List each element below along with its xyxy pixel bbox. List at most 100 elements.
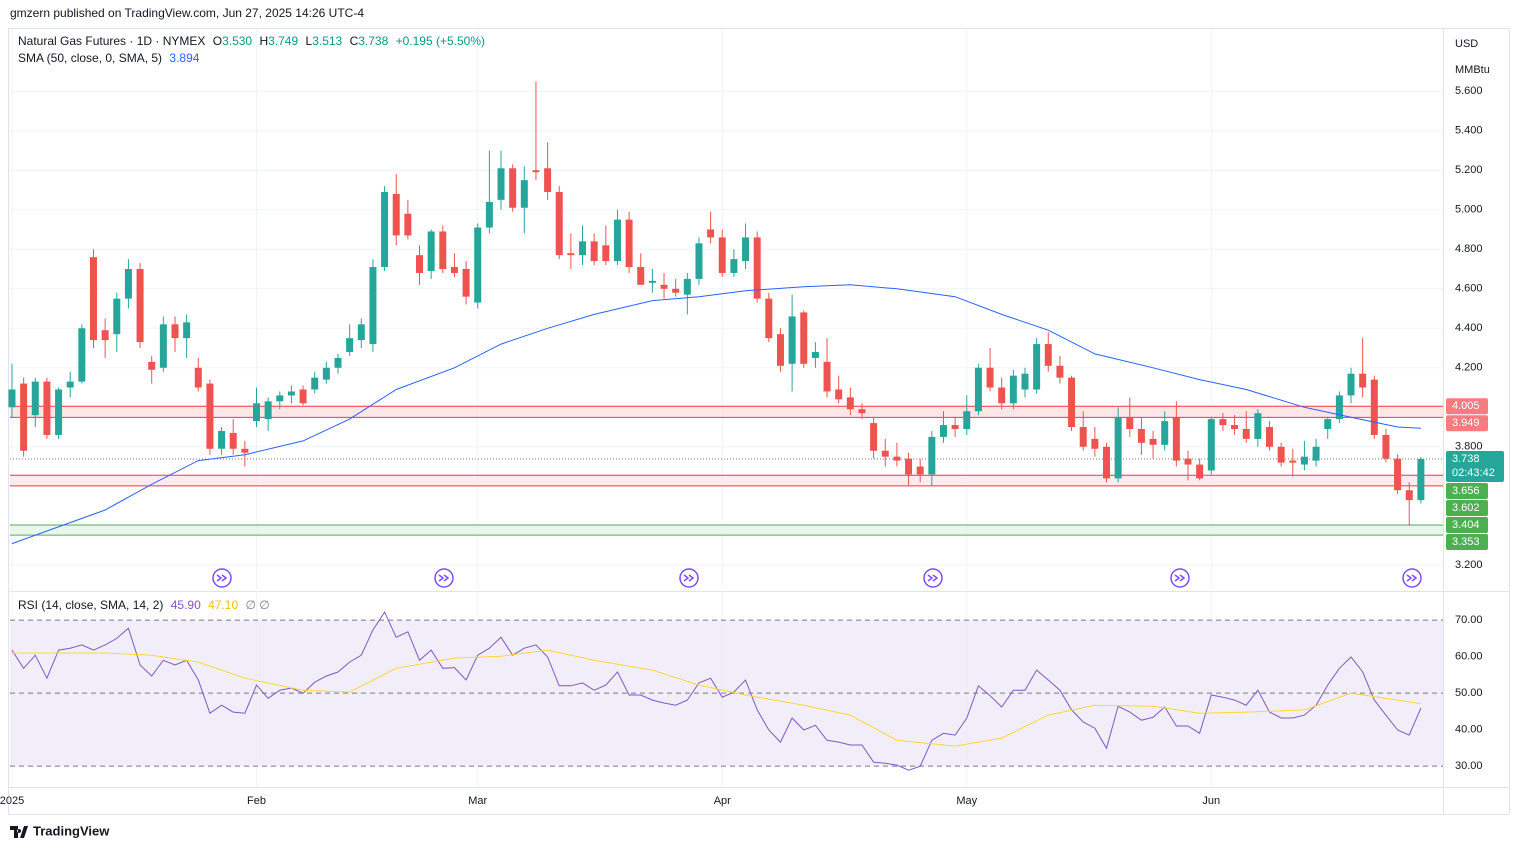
candle-body (1021, 373, 1029, 390)
candle-body (78, 328, 86, 382)
published-note: gmzern published on TradingView.com, Jun… (10, 6, 364, 20)
candle-body (20, 383, 28, 451)
price-label: 3.949 (1452, 417, 1480, 429)
x-tick-label: Jun (1202, 795, 1220, 807)
price-label-bg (1446, 415, 1488, 432)
candle-body (404, 213, 412, 236)
price-label-bg (1446, 517, 1488, 534)
candle-body (1102, 446, 1110, 479)
candle-body (311, 377, 319, 390)
sma-line (11, 284, 1421, 545)
candle-body (835, 389, 843, 400)
candle-body (846, 397, 854, 410)
x-tick-label: Mar (468, 795, 487, 807)
candle-body (1370, 379, 1378, 435)
candle-body (113, 298, 121, 335)
candle-body (1137, 429, 1145, 443)
candle-body (1149, 438, 1157, 445)
candle-body (742, 237, 750, 262)
y-tick-label: 5.400 (1455, 125, 1483, 137)
candle-body (171, 324, 179, 339)
candle-body (1324, 419, 1332, 430)
candle-body (893, 456, 901, 461)
candle-body (800, 312, 808, 364)
candle-body (148, 361, 156, 370)
y-tick-label: 4.800 (1455, 243, 1483, 255)
candle-body (55, 389, 63, 435)
candle-body (218, 430, 226, 449)
zone (10, 406, 1443, 418)
event-icon[interactable] (1170, 568, 1190, 588)
candle-body (1347, 373, 1355, 396)
candle-body (613, 219, 621, 262)
price-label-bg (1446, 451, 1504, 483)
candle-body (416, 255, 424, 273)
candle-body (299, 389, 307, 404)
candle-body (392, 193, 400, 236)
candle-body (89, 257, 97, 341)
event-icon[interactable] (679, 568, 699, 588)
candle-body (1359, 373, 1367, 388)
candle-body (159, 324, 167, 368)
candle-body (450, 267, 458, 273)
event-icon[interactable] (212, 568, 232, 588)
price-label: 3.656 (1452, 485, 1480, 497)
y-tick-label: 3.200 (1455, 559, 1483, 571)
candle-body (31, 381, 39, 416)
candle-body (264, 401, 272, 420)
candle-body (998, 387, 1006, 404)
event-icon[interactable] (434, 568, 454, 588)
candle-body (369, 267, 377, 345)
candle-body (811, 351, 819, 358)
ohlc-value: 3.749 (268, 34, 298, 48)
candle-body (322, 367, 330, 380)
brand-logo (10, 826, 28, 838)
candle-body (241, 448, 249, 453)
candle-body (660, 284, 668, 289)
ohlc-key: L (306, 34, 313, 48)
candle-body (1231, 425, 1239, 430)
event-markers (212, 568, 1422, 588)
price-label: 4.005 (1452, 400, 1480, 412)
sma-name: SMA (50, close, 0, SMA, 5) (18, 51, 162, 65)
candle-body (1056, 365, 1064, 378)
candle-body (986, 367, 994, 388)
brand: TradingView (33, 823, 110, 838)
candle-body (1300, 456, 1308, 465)
price-label-bg (1446, 398, 1488, 415)
candle-body (1312, 446, 1320, 461)
x-tick-label: 2025 (0, 795, 24, 807)
candle-body (1335, 395, 1343, 420)
candle-body (602, 245, 610, 262)
countdown: 02:43:42 (1452, 467, 1495, 479)
candle-body (357, 324, 365, 341)
candle-body (1172, 417, 1180, 461)
candle-body (718, 237, 726, 273)
y-tick-label: 3.800 (1455, 441, 1483, 453)
rsi-value: 45.90 (171, 598, 201, 612)
candle-body (287, 391, 295, 396)
rsi-sma-value: 47.10 (208, 598, 238, 612)
zone (10, 525, 1443, 536)
sma-value: 3.894 (169, 51, 199, 65)
legend-rsi: RSI (14, close, SMA, 14, 2) 45.90 47.10 … (18, 598, 270, 612)
candle-body (1114, 417, 1122, 479)
candle-body (497, 168, 505, 200)
candle-body (66, 381, 74, 388)
zones (10, 405, 1443, 767)
candle-body (974, 367, 982, 412)
candle-body (334, 357, 342, 368)
legend-main: Natural Gas Futures · 1D · NYMEX O3.530 … (18, 34, 485, 48)
candle-body (951, 425, 959, 430)
candle-body (1091, 438, 1099, 449)
y-tick-label: 4.400 (1455, 322, 1483, 334)
candle-body (939, 425, 947, 437)
event-icon[interactable] (923, 568, 943, 588)
price-label: 3.353 (1452, 536, 1480, 548)
y-tick-label: 5.200 (1455, 164, 1483, 176)
ohlc-value: 3.738 (358, 34, 388, 48)
price-label-bg (1446, 483, 1488, 500)
event-icon[interactable] (1402, 568, 1422, 588)
